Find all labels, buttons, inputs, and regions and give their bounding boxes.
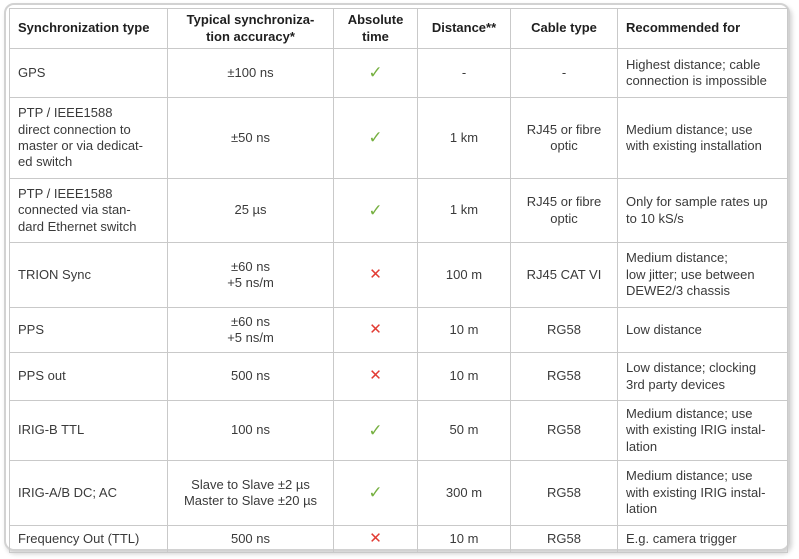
table-row: PPS ±60 ns +5 ns/m ✕ 10 m RG58 Low dista… bbox=[9, 307, 788, 353]
cell-sync-type: GPS bbox=[9, 48, 168, 98]
header-row: Synchronization type Typical synchroniza… bbox=[9, 8, 788, 49]
cell-recommended: Highest distance; cable connection is im… bbox=[617, 48, 788, 98]
check-icon: ✓ bbox=[368, 200, 383, 220]
cell-sync-type: PPS bbox=[9, 307, 168, 353]
cell-absolute-time: ✓ bbox=[333, 178, 418, 243]
cell-distance: 100 m bbox=[417, 242, 511, 308]
cell-sync-type: PTP / IEEE1588 direct connection to mast… bbox=[9, 97, 168, 179]
cell-accuracy: ±50 ns bbox=[167, 97, 334, 179]
synchronization-table: Synchronization type Typical synchroniza… bbox=[9, 8, 788, 553]
cell-recommended: Low distance bbox=[617, 307, 788, 353]
table-row: PTP / IEEE1588 connected via stan- dard … bbox=[9, 178, 788, 243]
cell-absolute-time: ✓ bbox=[333, 400, 418, 461]
table-row: IRIG-B TTL 100 ns ✓ 50 m RG58 Medium dis… bbox=[9, 400, 788, 461]
cross-icon: ✕ bbox=[369, 367, 382, 385]
cell-distance: - bbox=[417, 48, 511, 98]
cell-accuracy: 500 ns bbox=[167, 525, 334, 553]
cell-accuracy: ±60 ns +5 ns/m bbox=[167, 307, 334, 353]
cell-sync-type: IRIG-A/B DC; AC bbox=[9, 460, 168, 526]
cell-cable-type: - bbox=[510, 48, 618, 98]
cell-distance: 10 m bbox=[417, 307, 511, 353]
cell-sync-type: PPS out bbox=[9, 352, 168, 401]
cell-cable-type: RJ45 or fibre optic bbox=[510, 178, 618, 243]
cell-recommended: Medium distance; use with existing IRIG … bbox=[617, 400, 788, 461]
check-icon: ✓ bbox=[368, 63, 383, 83]
cell-recommended: Only for sample rates up to 10 kS/s bbox=[617, 178, 788, 243]
cross-icon: ✕ bbox=[369, 265, 382, 283]
cell-distance: 10 m bbox=[417, 352, 511, 401]
cell-accuracy: Slave to Slave ±2 µs Master to Slave ±20… bbox=[167, 460, 334, 526]
cell-absolute-time: ✓ bbox=[333, 97, 418, 179]
cell-distance: 1 km bbox=[417, 178, 511, 243]
col-header-distance: Distance** bbox=[417, 8, 511, 49]
cell-distance: 1 km bbox=[417, 97, 511, 179]
col-header-recommended: Recommended for bbox=[617, 8, 788, 49]
cell-recommended: Medium distance; low jitter; use between… bbox=[617, 242, 788, 308]
cell-sync-type: Frequency Out (TTL) bbox=[9, 525, 168, 553]
table-row: IRIG-A/B DC; AC Slave to Slave ±2 µs Mas… bbox=[9, 460, 788, 526]
cell-recommended: E.g. camera trigger bbox=[617, 525, 788, 553]
table-row: Frequency Out (TTL) 500 ns ✕ 10 m RG58 E… bbox=[9, 525, 788, 553]
cell-sync-type: PTP / IEEE1588 connected via stan- dard … bbox=[9, 178, 168, 243]
check-icon: ✓ bbox=[368, 420, 383, 440]
cell-absolute-time: ✕ bbox=[333, 242, 418, 308]
cell-accuracy: ±60 ns +5 ns/m bbox=[167, 242, 334, 308]
cell-cable-type: RJ45 or fibre optic bbox=[510, 97, 618, 179]
cell-distance: 300 m bbox=[417, 460, 511, 526]
cell-recommended: Medium distance; use with existing IRIG … bbox=[617, 460, 788, 526]
cell-cable-type: RG58 bbox=[510, 307, 618, 353]
cell-cable-type: RJ45 CAT VI bbox=[510, 242, 618, 308]
cell-distance: 10 m bbox=[417, 525, 511, 553]
cell-accuracy: 25 µs bbox=[167, 178, 334, 243]
col-header-cable-type: Cable type bbox=[510, 8, 618, 49]
col-header-accuracy: Typical synchroniza- tion accuracy* bbox=[167, 8, 334, 49]
cell-cable-type: RG58 bbox=[510, 352, 618, 401]
cell-sync-type: IRIG-B TTL bbox=[9, 400, 168, 461]
cell-absolute-time: ✓ bbox=[333, 460, 418, 526]
cell-cable-type: RG58 bbox=[510, 525, 618, 553]
cell-cable-type: RG58 bbox=[510, 460, 618, 526]
check-icon: ✓ bbox=[368, 128, 383, 148]
table-card: Synchronization type Typical synchroniza… bbox=[4, 3, 790, 553]
cell-accuracy: 500 ns bbox=[167, 352, 334, 401]
cell-absolute-time: ✕ bbox=[333, 307, 418, 353]
cross-icon: ✕ bbox=[369, 529, 382, 547]
table-row: GPS ±100 ns ✓ - - Highest distance; cabl… bbox=[9, 48, 788, 98]
table-row: PTP / IEEE1588 direct connection to mast… bbox=[9, 97, 788, 179]
cell-cable-type: RG58 bbox=[510, 400, 618, 461]
table-row: TRION Sync ±60 ns +5 ns/m ✕ 100 m RJ45 C… bbox=[9, 242, 788, 308]
cell-sync-type: TRION Sync bbox=[9, 242, 168, 308]
col-header-absolute-time: Absolute time bbox=[333, 8, 418, 49]
table-row: PPS out 500 ns ✕ 10 m RG58 Low distance;… bbox=[9, 352, 788, 401]
check-icon: ✓ bbox=[368, 483, 383, 503]
cell-recommended: Medium distance; use with existing insta… bbox=[617, 97, 788, 179]
cell-absolute-time: ✕ bbox=[333, 352, 418, 401]
cell-absolute-time: ✕ bbox=[333, 525, 418, 553]
cell-accuracy: ±100 ns bbox=[167, 48, 334, 98]
cell-absolute-time: ✓ bbox=[333, 48, 418, 98]
col-header-sync-type: Synchronization type bbox=[9, 8, 168, 49]
cell-recommended: Low distance; clocking 3rd party devices bbox=[617, 352, 788, 401]
cross-icon: ✕ bbox=[369, 320, 382, 338]
cell-distance: 50 m bbox=[417, 400, 511, 461]
cell-accuracy: 100 ns bbox=[167, 400, 334, 461]
